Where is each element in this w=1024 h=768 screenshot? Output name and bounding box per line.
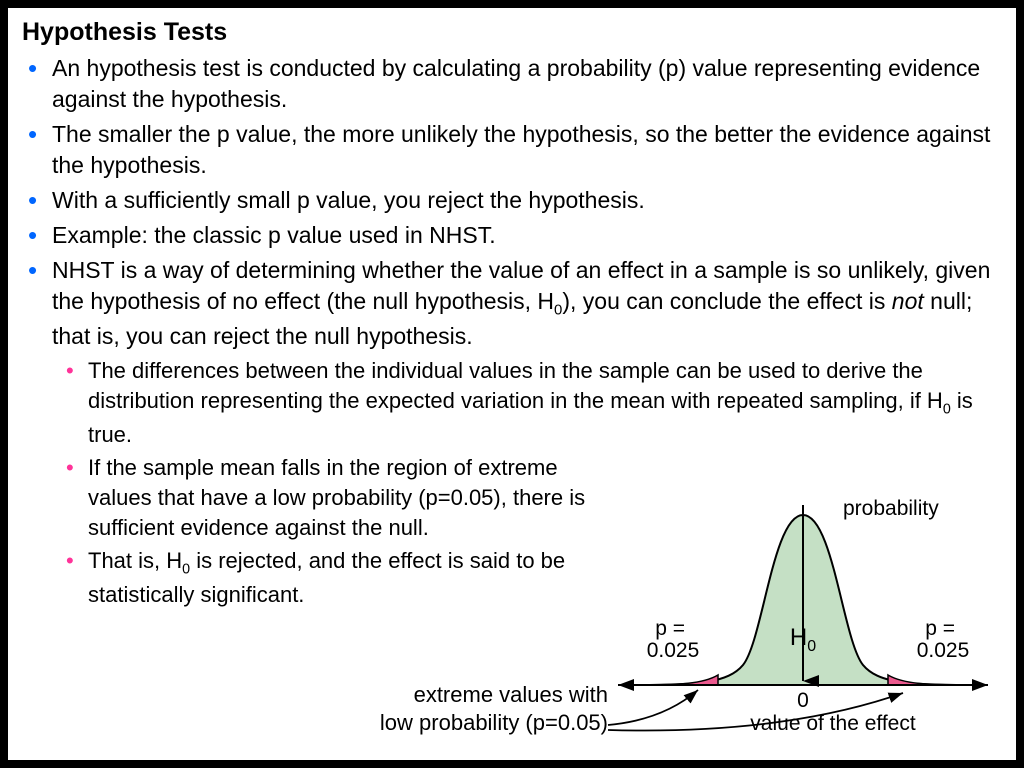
zero-label: 0 bbox=[797, 689, 809, 712]
sub-bullet-2: If the sample mean falls in the region o… bbox=[66, 453, 626, 542]
bullet-2: The smaller the p value, the more unlike… bbox=[28, 119, 1002, 181]
bullet-4: Example: the classic p value used in NHS… bbox=[28, 220, 1002, 251]
xaxis-label: value of the effect bbox=[750, 712, 916, 735]
page-title: Hypothesis Tests bbox=[22, 18, 1002, 47]
arrow-to-left-tail bbox=[608, 690, 698, 725]
bell-curve-svg: probability p = 0.025 p = 0.025 H0 0 val… bbox=[603, 485, 998, 740]
p-left-label: p = 0.025 bbox=[647, 617, 700, 662]
p-right-label: p = 0.025 bbox=[917, 617, 970, 662]
right-tail bbox=[888, 675, 968, 685]
h0-subscript-2: 0 bbox=[943, 401, 951, 417]
sub-bullet-1: The differences between the individual v… bbox=[66, 356, 986, 449]
bullet-3: With a sufficiently small p value, you r… bbox=[28, 185, 1002, 216]
bullet-5-text-mid: ), you can conclude the effect is bbox=[562, 288, 891, 314]
bullet-5-not: not bbox=[892, 288, 924, 314]
sub3-pre: That is, H bbox=[88, 548, 182, 573]
extreme-values-label: extreme values with low probability (p=0… bbox=[348, 681, 608, 736]
distribution-diagram: probability p = 0.025 p = 0.025 H0 0 val… bbox=[603, 485, 998, 740]
extreme-line2: low probability (p=0.05) bbox=[380, 710, 608, 735]
left-tail bbox=[638, 675, 718, 685]
h0-subscript-3: 0 bbox=[182, 562, 190, 578]
sub1-pre: The differences between the individual v… bbox=[88, 358, 943, 413]
extreme-line1: extreme values with bbox=[414, 682, 608, 707]
sub-bullet-3: That is, H0 is rejected, and the effect … bbox=[66, 546, 626, 609]
probability-label: probability bbox=[843, 497, 939, 520]
bullet-1: An hypothesis test is conducted by calcu… bbox=[28, 53, 1002, 115]
